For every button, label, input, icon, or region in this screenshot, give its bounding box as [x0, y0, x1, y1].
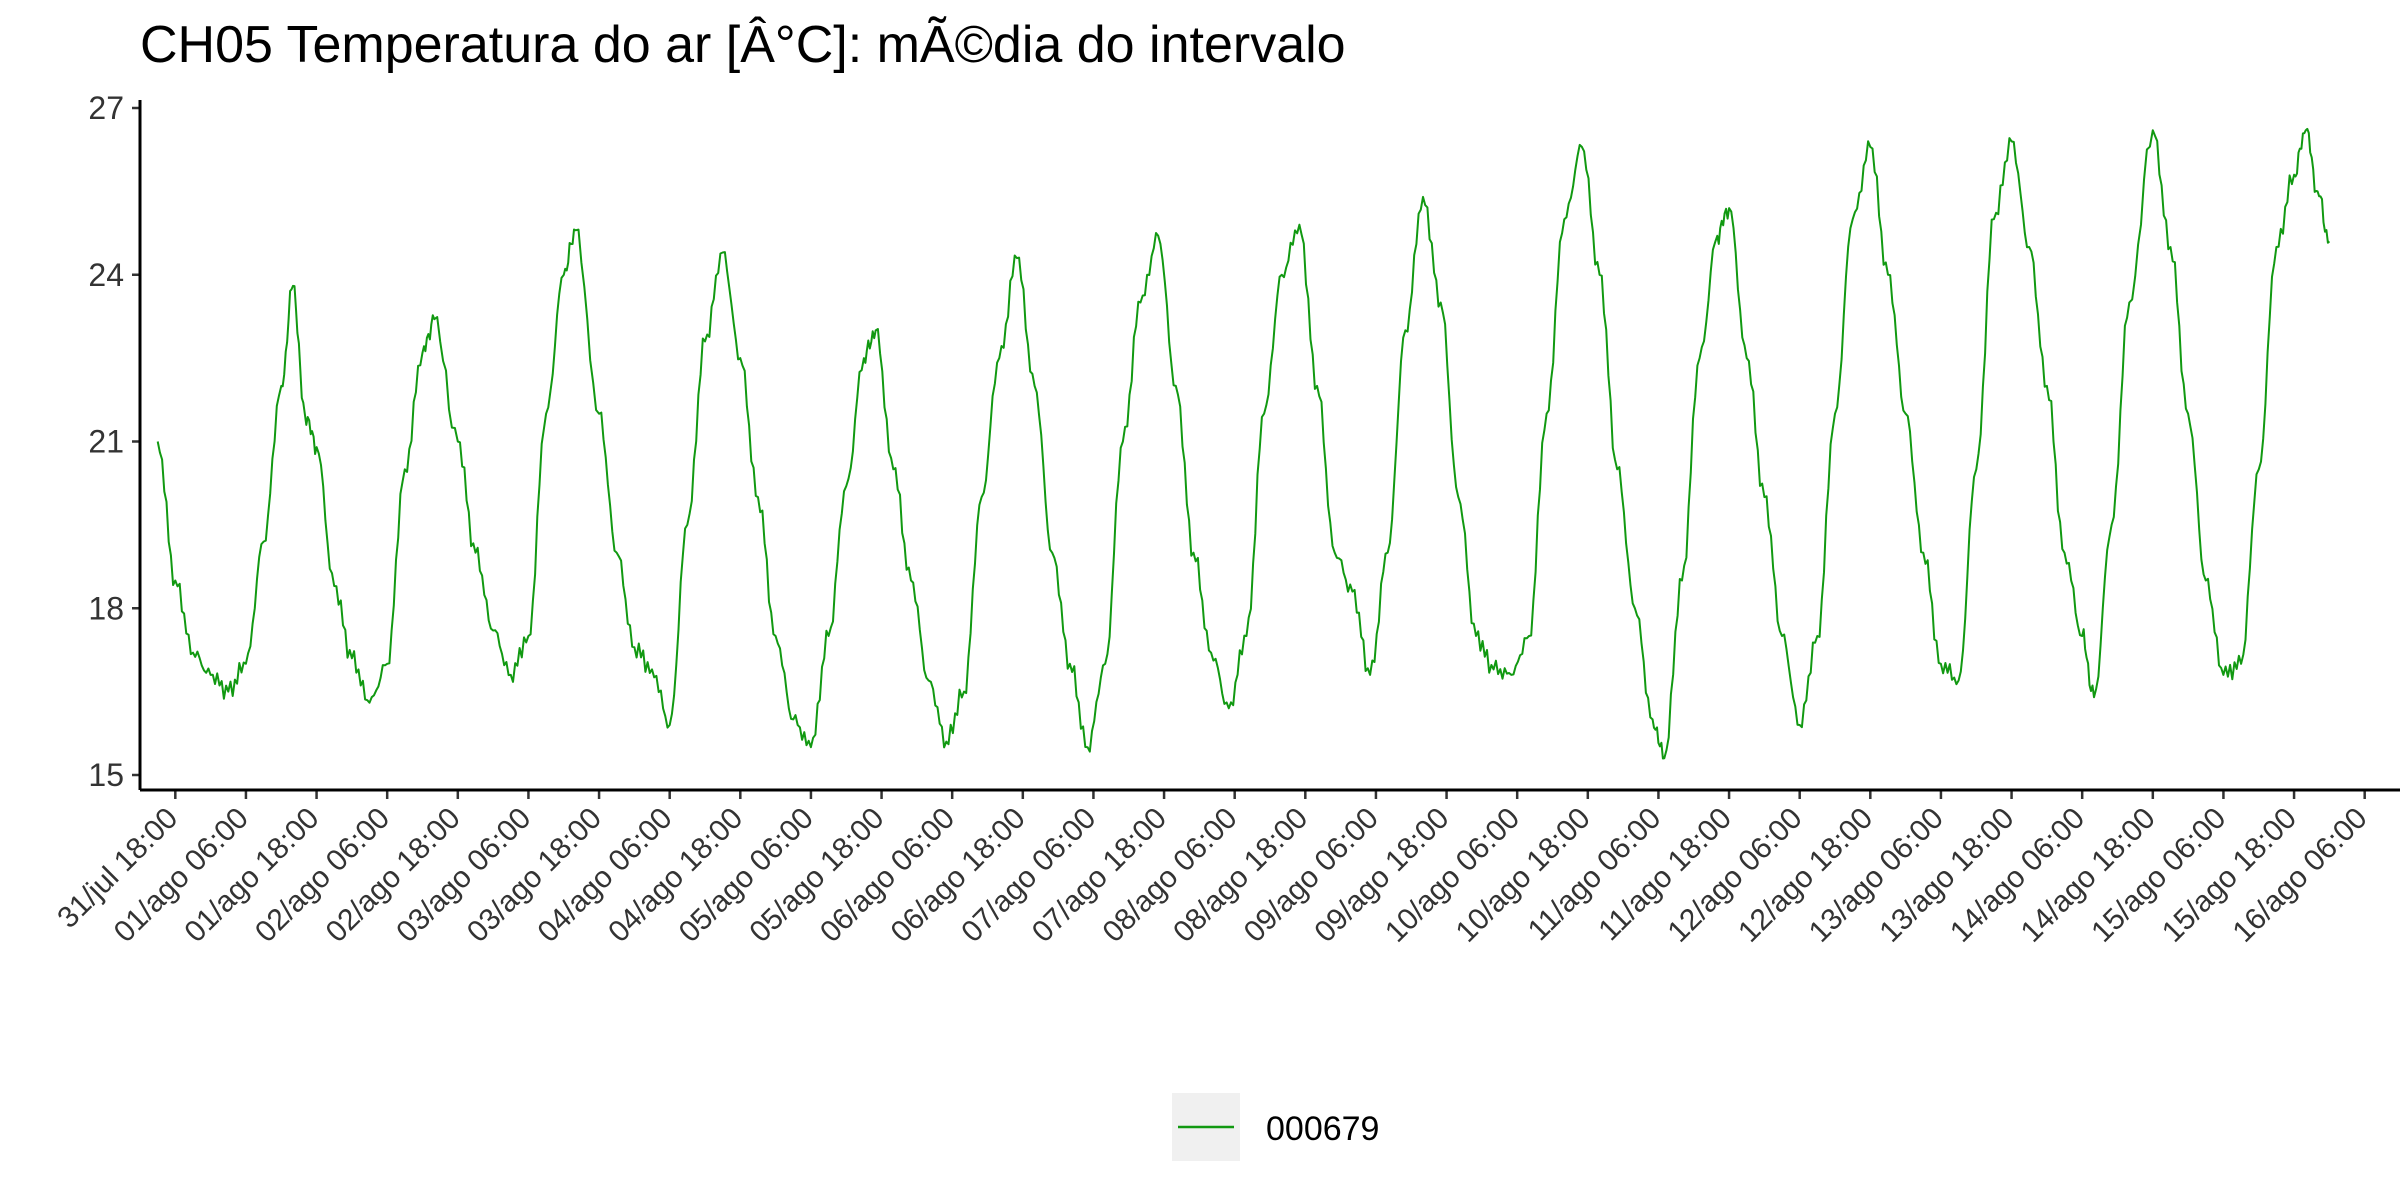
series-line: [156, 127, 2331, 760]
y-tick-label: 15: [88, 757, 124, 793]
y-tick-label: 18: [88, 590, 124, 626]
y-tick-label: 27: [88, 90, 124, 126]
y-axis-ticks: 15 18 21 24 27: [88, 90, 140, 793]
series-layer: [156, 127, 2331, 760]
legend: 000679: [1172, 1093, 1379, 1161]
y-tick-label: 24: [88, 257, 124, 293]
chart-title: CH05 Temperatura do ar [Â°C]: mÃ©dia do …: [140, 16, 1346, 74]
y-tick-label: 21: [88, 424, 124, 460]
legend-label: 000679: [1266, 1110, 1379, 1148]
